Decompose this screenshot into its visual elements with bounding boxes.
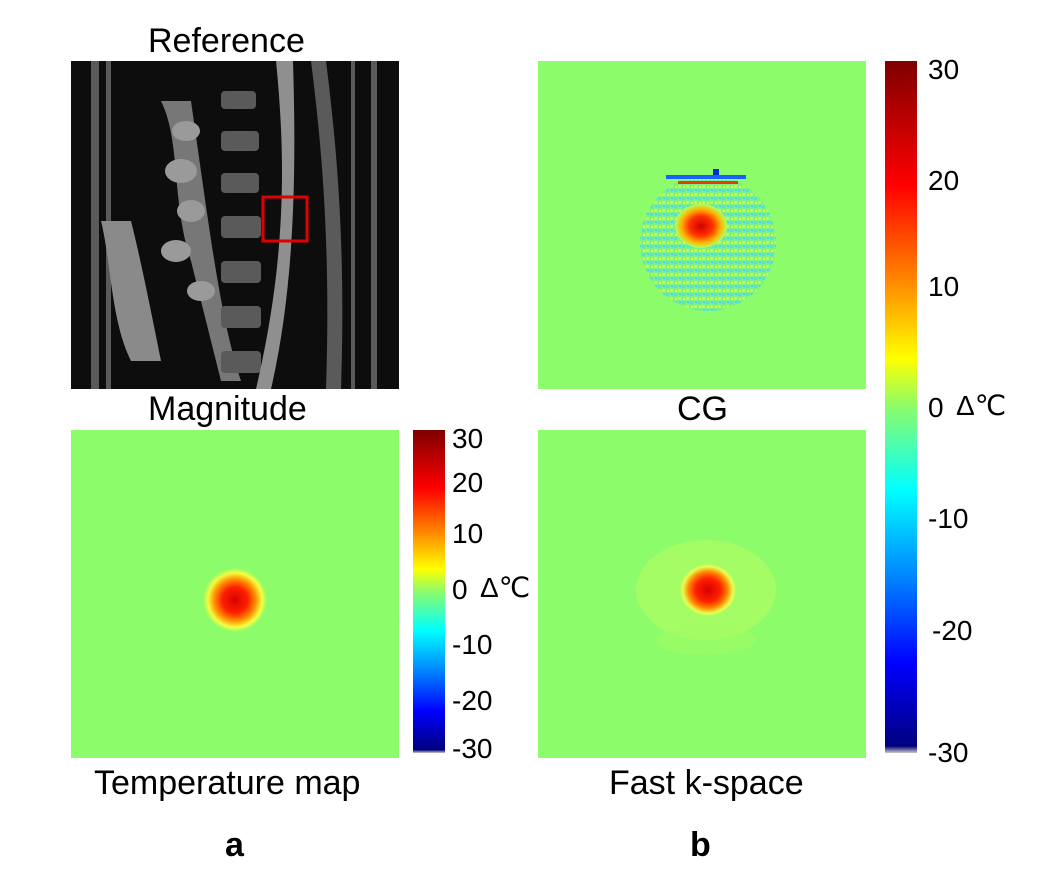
panel-letter-b: b	[690, 826, 711, 864]
right-colorbar-tick: 10	[928, 271, 960, 302]
temperature-map-drawing	[203, 568, 267, 632]
right-colorbar	[885, 61, 917, 753]
right-colorbar-tick: 0	[928, 392, 944, 423]
right-colorbar-tick: -20	[932, 615, 973, 646]
reference-mri-drawing	[71, 61, 399, 389]
cg-title: CG	[677, 390, 728, 428]
right-colorbar-tick: 30	[928, 54, 960, 85]
left-colorbar	[413, 430, 445, 753]
fast-kspace-image	[538, 430, 866, 758]
temperature-map-title: Temperature map	[94, 764, 361, 802]
cg-drawing	[640, 169, 776, 311]
left-colorbar-tick: 0	[452, 574, 468, 605]
magnitude-title: Magnitude	[148, 390, 307, 428]
left-colorbar-tick: -10	[452, 629, 493, 660]
fast-kspace-drawing	[636, 540, 776, 655]
temperature-map-image	[71, 430, 399, 758]
panel-letter-a: a	[225, 826, 244, 864]
left-colorbar-unit: Δ℃	[480, 572, 531, 603]
roi-box	[261, 195, 309, 243]
fast-kspace-title: Fast k-space	[609, 764, 804, 802]
right-colorbar-tick: -10	[928, 503, 969, 534]
left-colorbar-tick: 10	[452, 518, 484, 549]
left-colorbar-tick: -20	[452, 685, 493, 716]
left-colorbar-tick: -30	[452, 733, 493, 764]
cg-image	[538, 61, 866, 389]
left-colorbar-tick: 20	[452, 467, 484, 498]
right-colorbar-unit: Δ℃	[956, 390, 1007, 421]
reference-title: Reference	[148, 22, 305, 60]
reference-mri-image	[71, 61, 399, 389]
right-colorbar-tick: -30	[928, 737, 969, 768]
left-colorbar-tick: 30	[452, 423, 484, 454]
right-colorbar-tick: 20	[928, 165, 960, 196]
